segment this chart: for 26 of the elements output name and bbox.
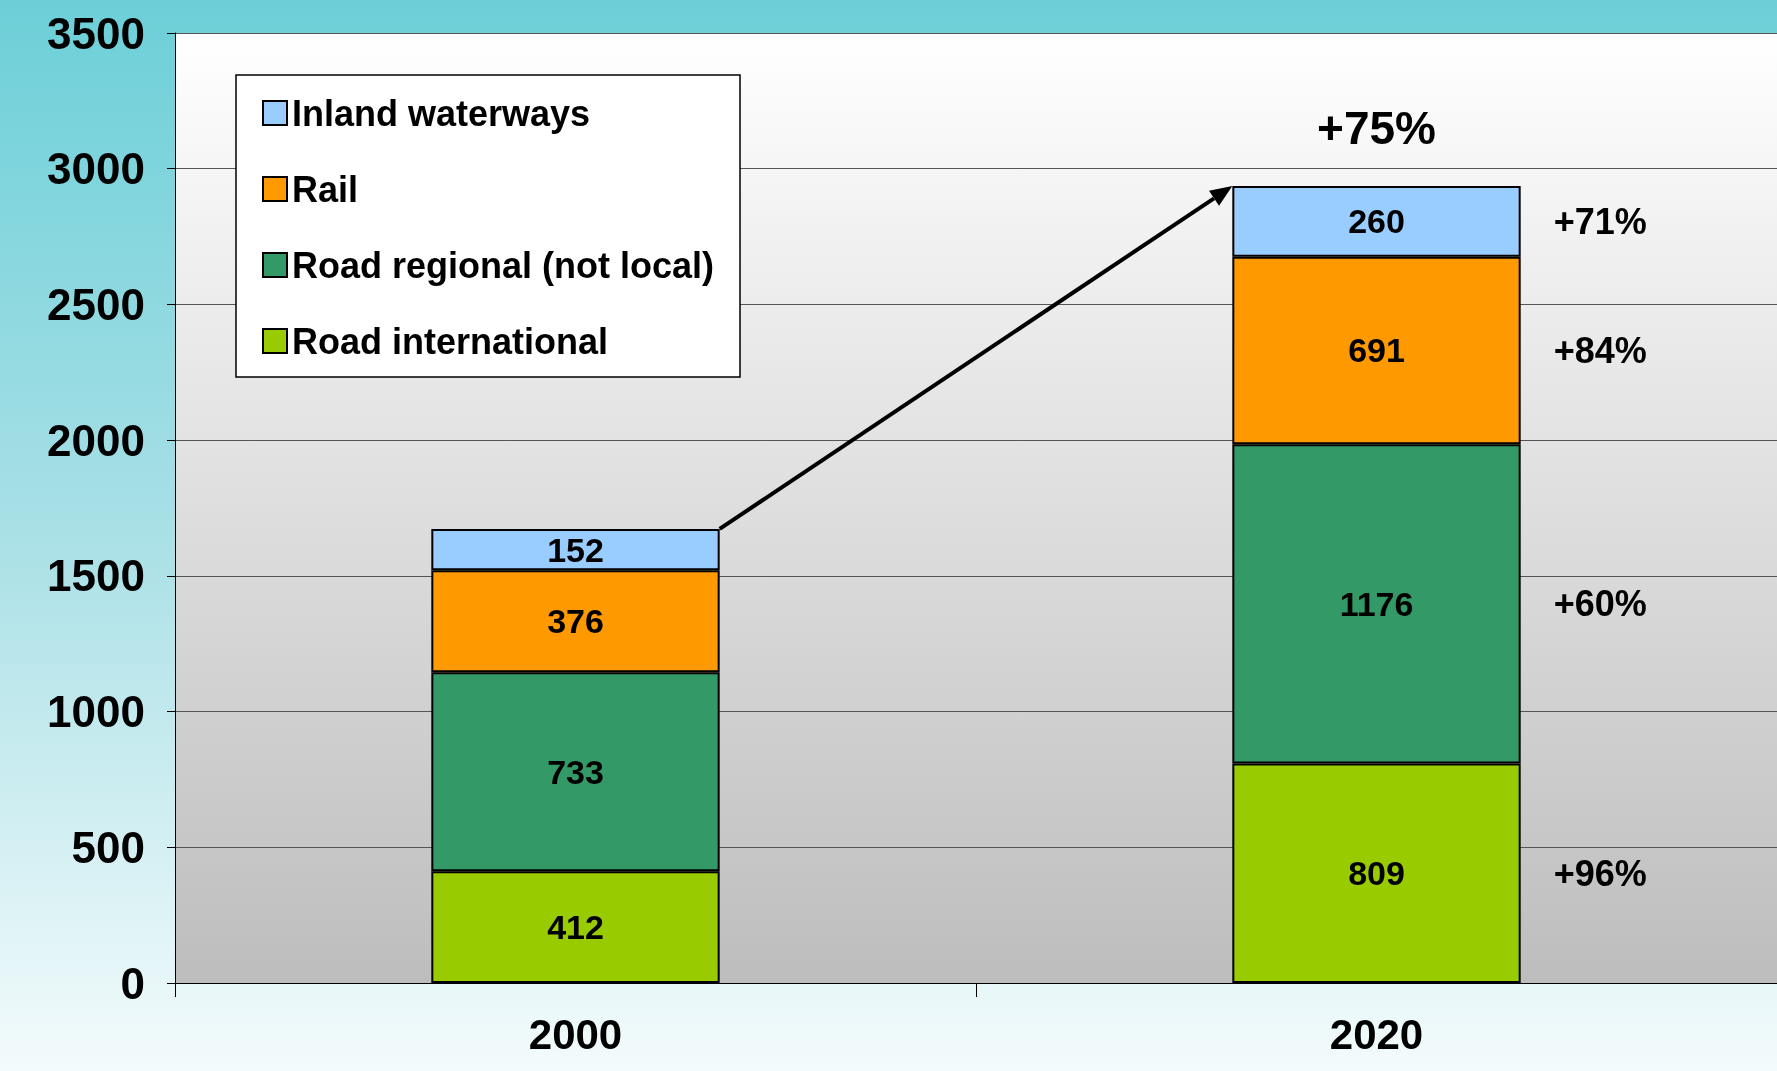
data-label: 733	[547, 752, 604, 791]
data-label: 691	[1348, 331, 1405, 370]
annotation: +96%	[1553, 852, 1647, 894]
y-tick-label: 0	[120, 958, 145, 1008]
y-tick-label: 500	[71, 822, 145, 872]
data-label: 376	[547, 602, 604, 641]
x-tick-label: 2020	[1329, 1010, 1424, 1058]
y-tick-label: 3000	[47, 144, 145, 194]
annotation: +60%	[1553, 583, 1647, 625]
data-label: 152	[547, 530, 604, 569]
data-label: 412	[547, 908, 604, 947]
legend-label: Road regional (not local)	[292, 244, 715, 286]
annotation: +84%	[1553, 329, 1647, 371]
y-tick-label: 1500	[47, 551, 145, 601]
legend-label: Inland waterways	[292, 92, 591, 134]
legend-label: Rail	[292, 168, 359, 210]
y-tick-label: 1000	[47, 687, 145, 737]
data-label: 809	[1348, 854, 1405, 893]
data-label: 260	[1348, 202, 1405, 241]
y-tick-label: 2500	[47, 279, 145, 329]
y-tick-label: 3500	[47, 8, 145, 58]
y-tick-label: 2000	[47, 415, 145, 465]
data-label: 1176	[1339, 584, 1414, 623]
legend-label: Road international	[292, 320, 609, 362]
annotation: +75%	[1317, 102, 1436, 155]
annotation: +71%	[1553, 200, 1647, 242]
